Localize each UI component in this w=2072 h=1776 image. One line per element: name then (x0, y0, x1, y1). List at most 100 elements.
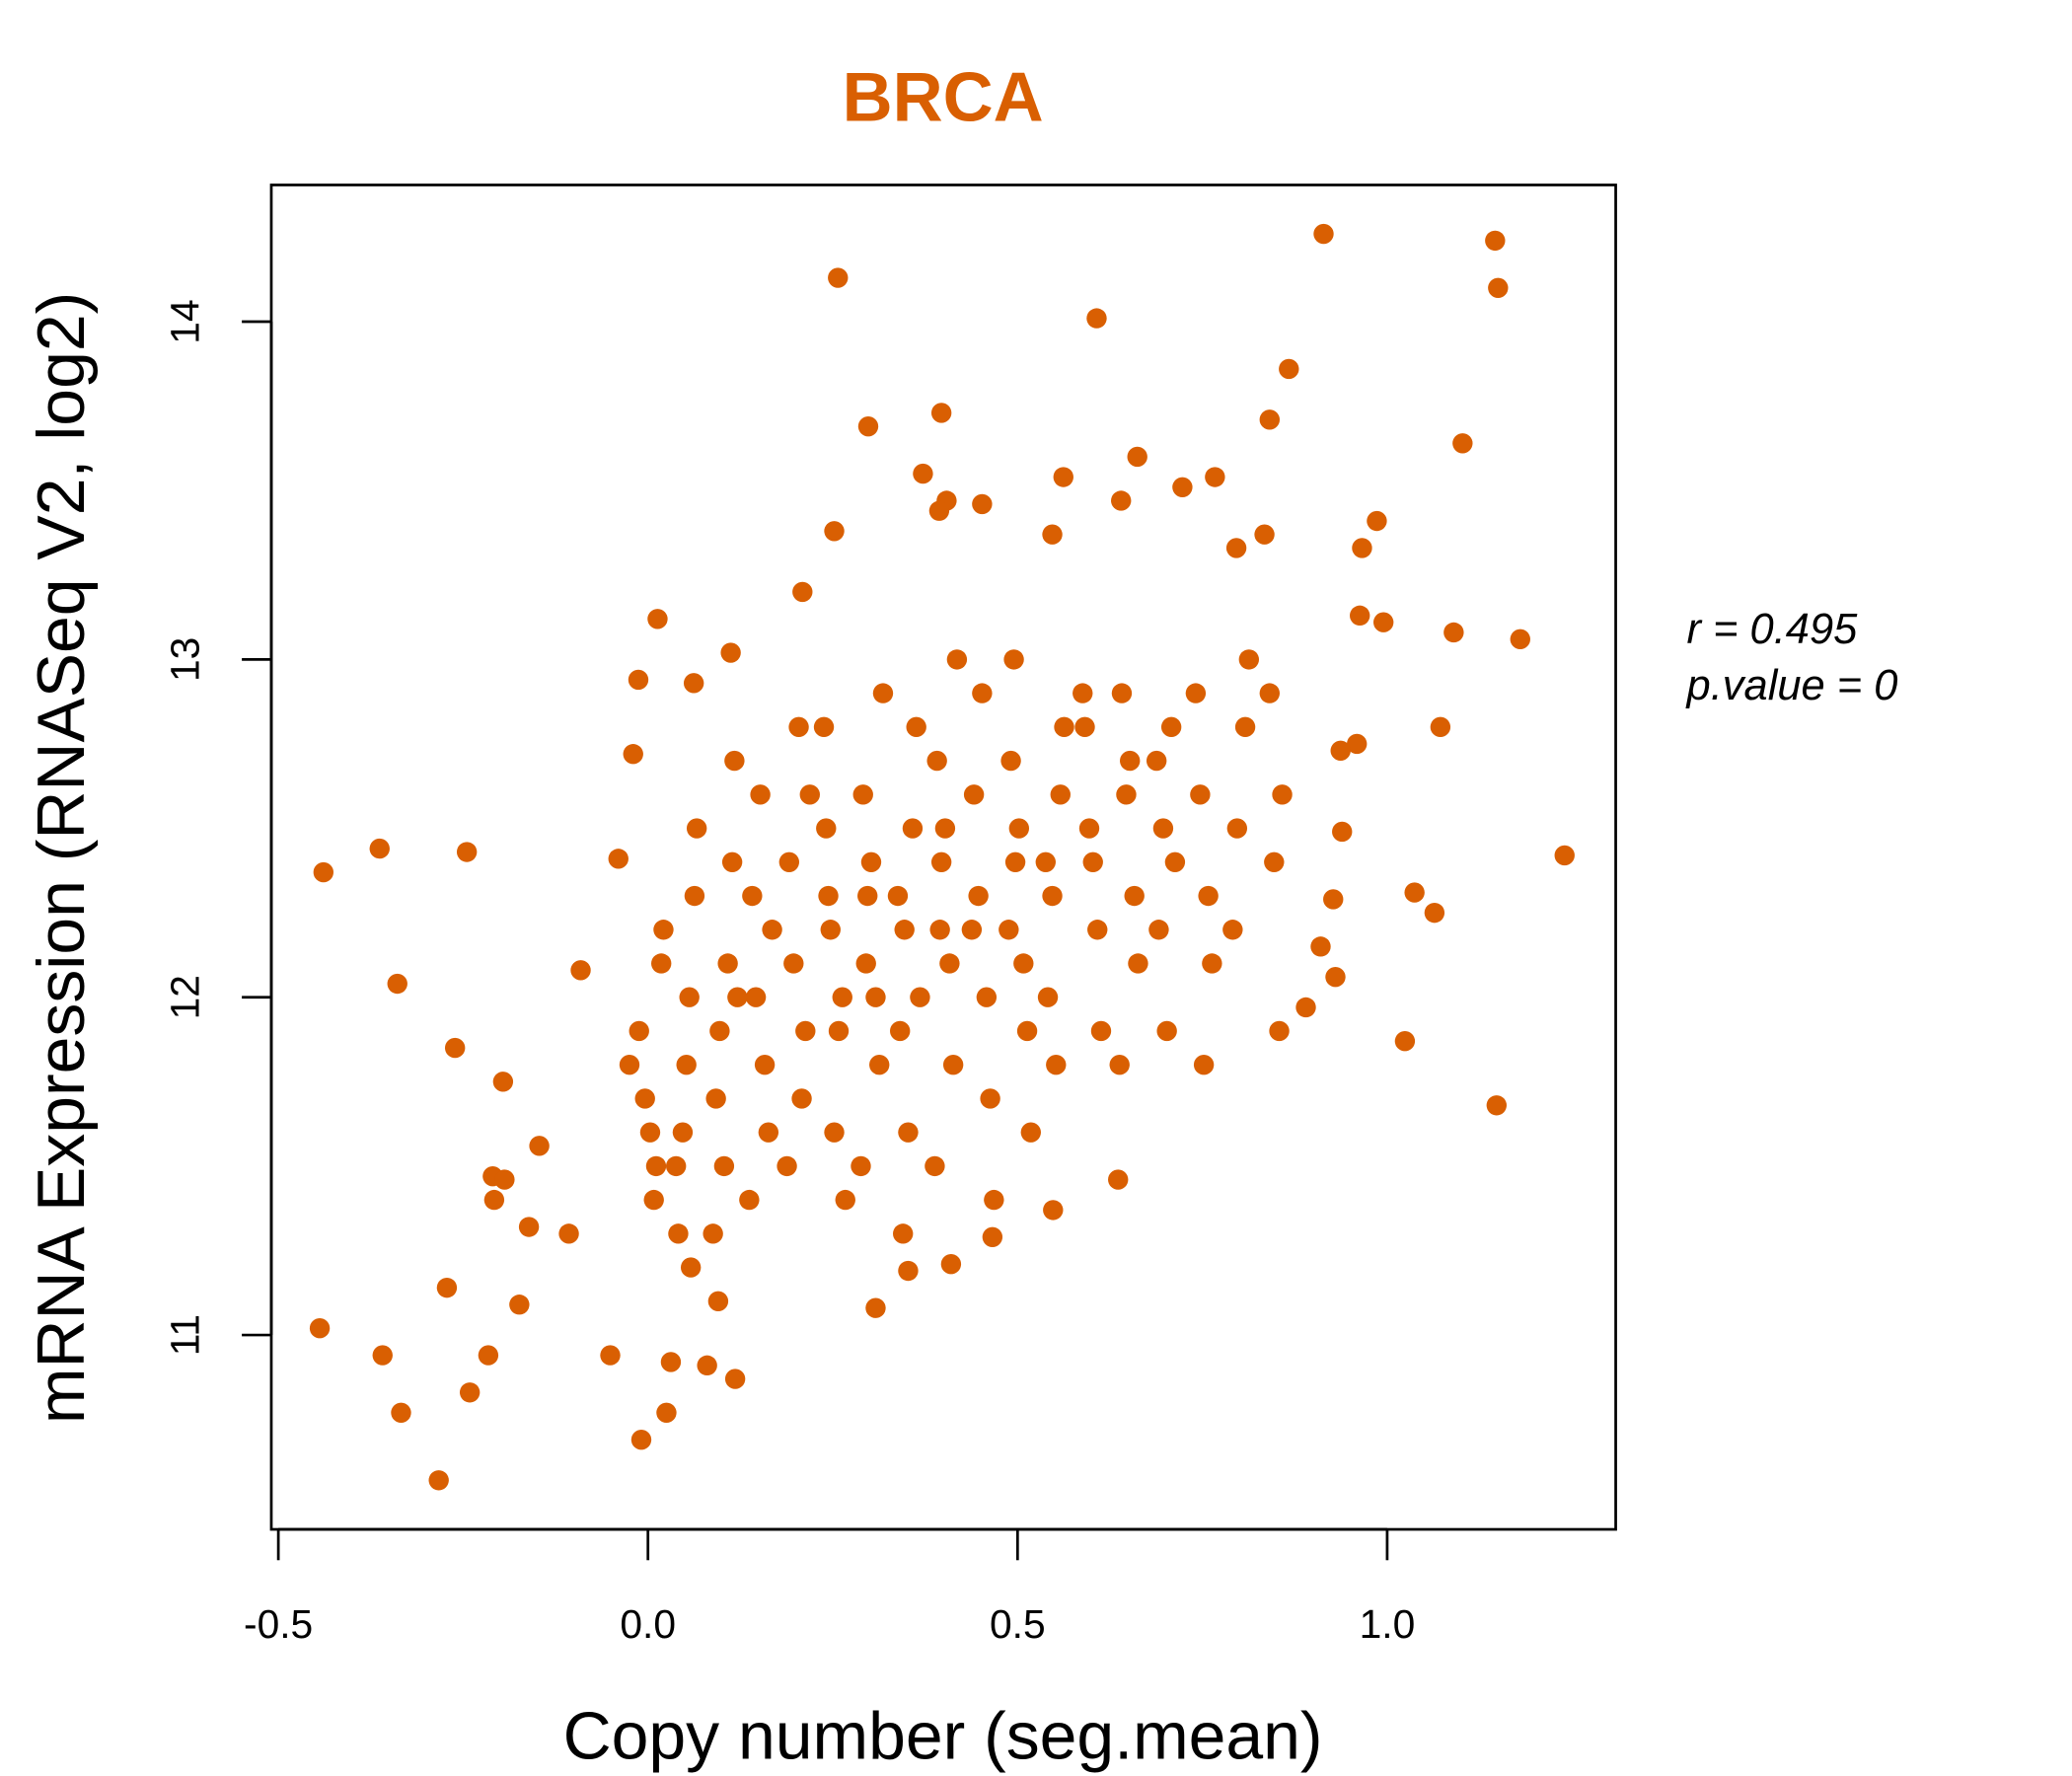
data-point (1008, 818, 1030, 839)
data-point (1404, 882, 1425, 903)
data-point (1330, 740, 1351, 761)
data-point (387, 973, 407, 995)
data-point (619, 1054, 640, 1075)
data-point (1074, 716, 1095, 738)
data-point (1352, 538, 1372, 558)
data-point (972, 683, 993, 703)
data-point (852, 784, 873, 805)
data-point (984, 1189, 1004, 1211)
data-point (972, 493, 993, 515)
data-point (1279, 358, 1299, 380)
data-point (928, 500, 950, 521)
data-point (926, 750, 947, 772)
x-axis: -0.5 0.0 0.5 1.0 (244, 1527, 1415, 1647)
data-point (1016, 1020, 1038, 1042)
data-point (976, 987, 998, 1007)
data-point (792, 581, 813, 603)
data-point (372, 1345, 393, 1366)
data-point (902, 818, 924, 839)
data-point (791, 1088, 812, 1109)
data-point (1452, 433, 1473, 454)
data-point (857, 415, 879, 437)
data-point (742, 885, 763, 907)
data-point (799, 784, 820, 805)
data-point (934, 818, 956, 839)
data-point (887, 885, 909, 907)
data-point (684, 885, 705, 907)
data-point (1156, 1020, 1177, 1042)
data-point (653, 920, 674, 940)
data-point (1554, 845, 1575, 866)
data-point (855, 953, 876, 974)
data-point (1090, 1020, 1112, 1042)
data-point (929, 920, 950, 940)
data-point (942, 1054, 964, 1075)
data-point (428, 1470, 449, 1491)
data-point (647, 609, 668, 629)
data-point (857, 885, 878, 907)
data-point (483, 1189, 505, 1211)
data-point (1259, 683, 1280, 703)
data-point (600, 1345, 621, 1366)
data-point (824, 1122, 845, 1143)
data-point (1082, 851, 1103, 872)
data-point (1323, 889, 1344, 910)
data-point (1003, 649, 1024, 670)
data-point (1127, 446, 1147, 468)
data-point (968, 885, 989, 907)
data-point (1272, 784, 1293, 805)
data-point (1172, 477, 1193, 497)
data-point (1190, 784, 1211, 805)
data-point (1347, 733, 1368, 755)
data-point (745, 987, 767, 1007)
data-point (1325, 966, 1346, 988)
data-point (1193, 1054, 1215, 1075)
data-point (930, 403, 952, 423)
data-point (1000, 750, 1021, 772)
data-point (721, 851, 743, 872)
data-point (1205, 467, 1225, 487)
data-point (1225, 538, 1247, 558)
data-point (660, 1352, 682, 1372)
data-point (1485, 230, 1506, 252)
data-point (459, 1382, 481, 1403)
data-point (982, 1226, 1003, 1247)
data-point (1313, 223, 1334, 245)
data-point (720, 642, 741, 663)
data-point (509, 1295, 530, 1315)
data-point (705, 1088, 726, 1109)
data-point (713, 1155, 735, 1177)
data-point (629, 1020, 649, 1042)
data-point (1222, 920, 1243, 940)
chart-title: BRCA (843, 57, 1044, 135)
data-point (494, 1169, 515, 1190)
data-point (651, 953, 672, 974)
data-point (643, 1189, 664, 1211)
data-point (1372, 612, 1394, 632)
data-point (703, 1223, 723, 1244)
data-point (1054, 716, 1074, 738)
data-point (1128, 953, 1148, 974)
data-point (724, 750, 745, 772)
data-point (898, 1260, 919, 1282)
data-point (436, 1277, 458, 1298)
data-point (1046, 1054, 1067, 1075)
data-point (795, 1020, 816, 1042)
data-point (1164, 851, 1186, 872)
data-point (750, 784, 771, 805)
data-point (818, 885, 839, 907)
data-point (939, 953, 960, 974)
data-point (1013, 953, 1034, 974)
data-point (813, 716, 835, 738)
data-point (1020, 1122, 1041, 1143)
data-point (1332, 821, 1353, 843)
data-point (456, 842, 478, 862)
data-point (1111, 683, 1133, 703)
data-point (910, 987, 930, 1007)
data-point (1430, 716, 1451, 738)
data-point (1295, 997, 1316, 1018)
data-point (860, 851, 882, 872)
data-point (980, 1088, 1000, 1109)
data-point (1202, 953, 1222, 974)
data-point (835, 1189, 855, 1211)
